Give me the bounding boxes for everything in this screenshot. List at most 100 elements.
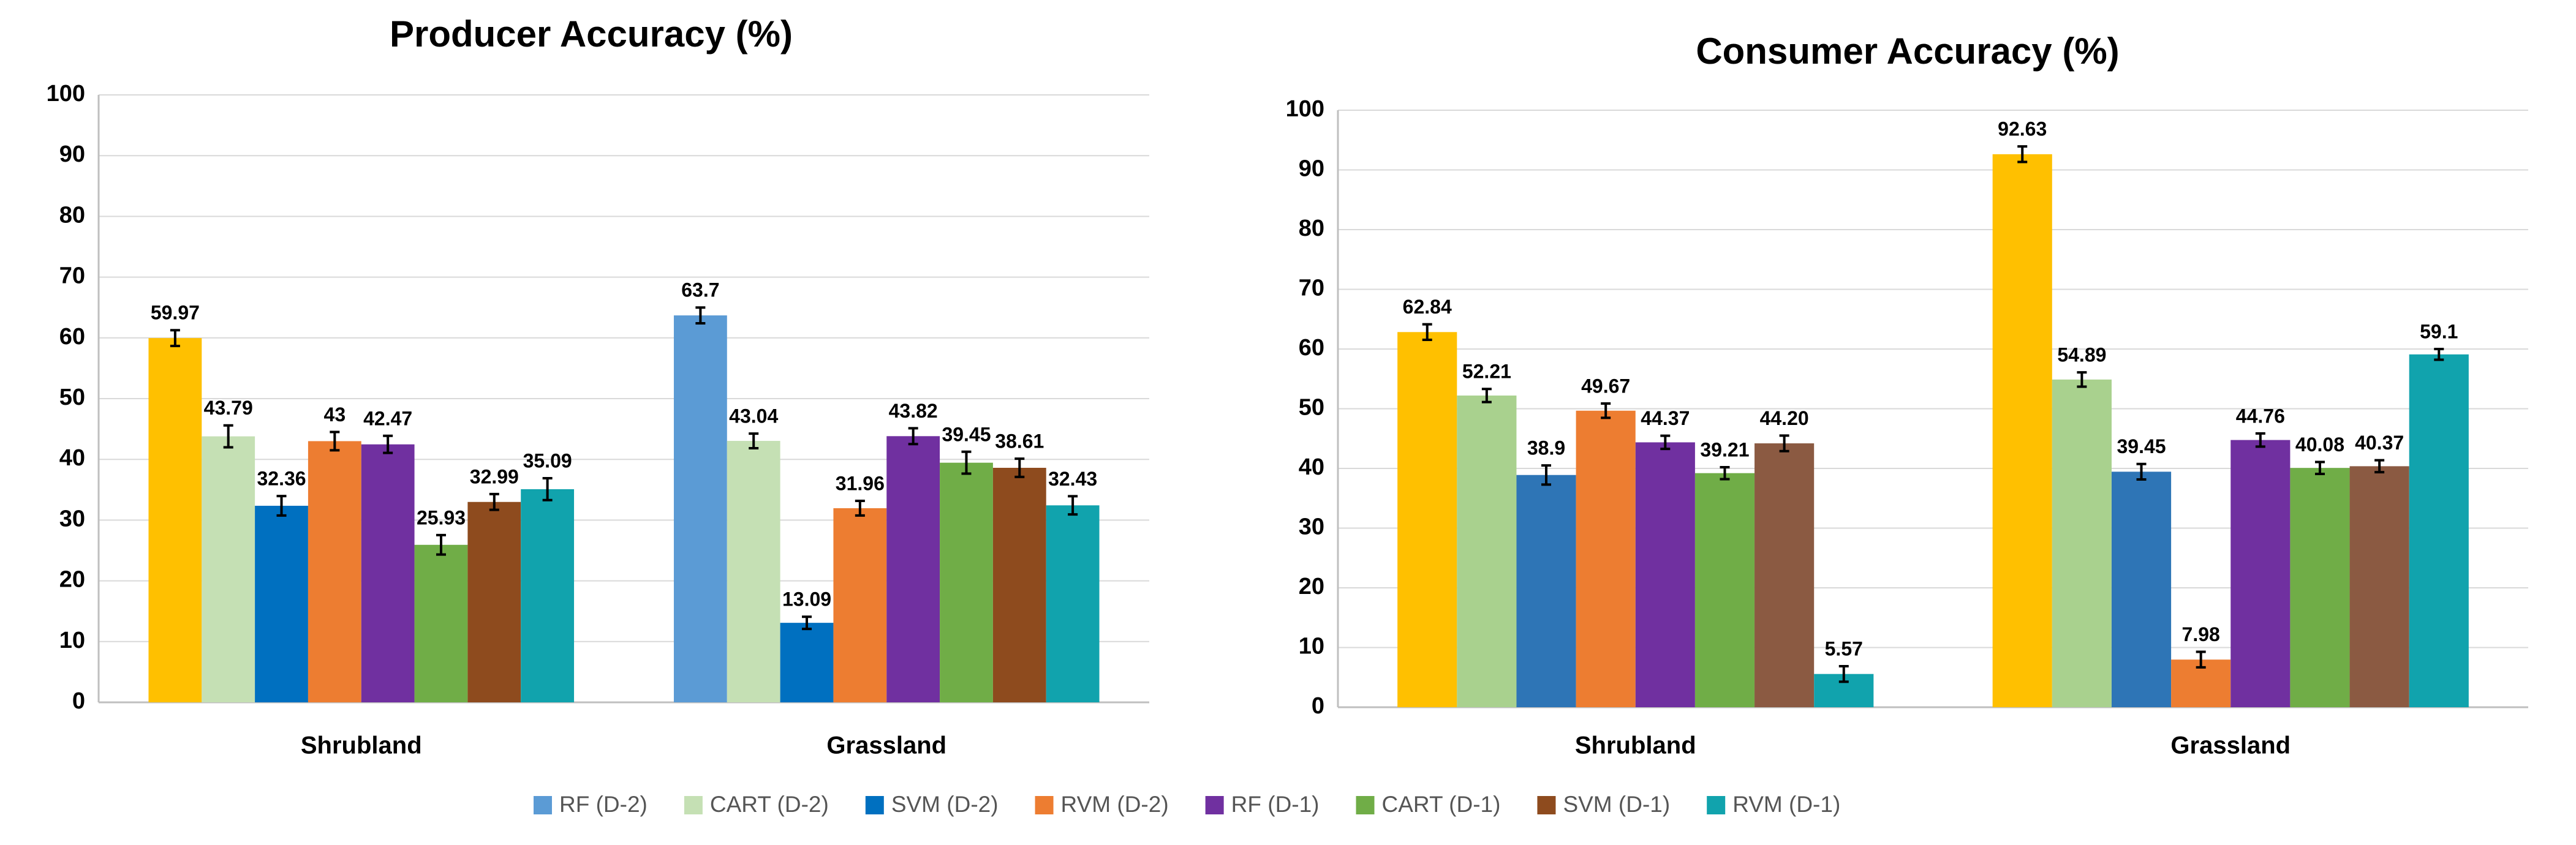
data-label: 40.37 <box>2355 432 2404 454</box>
y-tick-label: 0 <box>72 688 85 714</box>
y-tick-label: 30 <box>1299 514 1324 540</box>
y-tick-label: 0 <box>1312 693 1324 719</box>
error-bar <box>908 427 918 446</box>
data-label: 39.45 <box>2117 435 2166 457</box>
error-bar <box>1422 323 1432 341</box>
bar <box>467 501 521 702</box>
data-label: 32.99 <box>470 465 519 487</box>
data-label: 54.89 <box>2057 344 2106 366</box>
bar <box>1635 442 1695 707</box>
bar <box>2230 440 2291 707</box>
error-bar <box>2255 432 2265 448</box>
legend-label: RF (D-1) <box>1231 792 1320 817</box>
y-tick-label: 20 <box>59 567 85 593</box>
error-bar <box>223 424 233 449</box>
bar <box>780 623 834 702</box>
y-tick-label: 50 <box>1299 395 1324 421</box>
legend-swatch <box>684 796 703 814</box>
data-label: 52.21 <box>1462 361 1511 383</box>
legend-label: RVM (D-2) <box>1061 792 1169 817</box>
bar <box>1576 410 1636 707</box>
data-label: 63.7 <box>681 279 719 301</box>
data-label: 5.57 <box>1825 637 1863 659</box>
bar <box>940 462 993 702</box>
legend-label: CART (D-2) <box>710 792 829 817</box>
legend-swatch <box>1205 796 1224 814</box>
bar <box>202 436 255 702</box>
data-label: 38.61 <box>995 430 1044 453</box>
x-tick-label: Grassland <box>826 732 946 759</box>
error-bar <box>2434 348 2444 361</box>
legend-label: RVM (D-1) <box>1732 792 1840 817</box>
data-label: 59.1 <box>2420 320 2458 342</box>
data-label: 38.9 <box>1527 437 1565 459</box>
error-bar <box>802 615 812 631</box>
bar <box>727 441 780 702</box>
y-tick-label: 70 <box>59 263 85 289</box>
y-tick-label: 60 <box>59 324 85 350</box>
error-bar <box>749 432 759 449</box>
y-tick-label: 20 <box>1299 574 1324 599</box>
y-tick-label: 40 <box>1299 454 1324 480</box>
error-bar <box>1838 665 1849 683</box>
bar <box>673 315 727 702</box>
error-bar <box>2077 371 2087 388</box>
error-bar <box>1014 457 1025 478</box>
error-bar <box>330 430 340 452</box>
error-bar <box>695 306 706 325</box>
legend-label: RF (D-2) <box>559 792 648 817</box>
error-bar <box>1660 434 1671 451</box>
y-tick-label: 90 <box>59 141 85 167</box>
legend-swatch <box>1356 796 1375 814</box>
chart-title: Producer Accuracy (%) <box>390 13 793 54</box>
y-tick-label: 60 <box>1299 335 1324 361</box>
data-label: 42.47 <box>363 407 412 429</box>
bar <box>2409 354 2469 707</box>
bar <box>2349 466 2409 707</box>
bar <box>255 505 308 702</box>
data-label: 31.96 <box>836 473 885 495</box>
bar <box>1754 443 1815 707</box>
data-label: 43.04 <box>729 405 778 427</box>
y-tick-label: 10 <box>1299 634 1324 659</box>
bar <box>2052 379 2112 707</box>
bar <box>308 441 361 702</box>
data-label: 40.08 <box>2295 434 2344 456</box>
legend-swatch <box>1035 796 1054 814</box>
error-bar <box>1601 402 1611 419</box>
bar <box>1046 505 1100 702</box>
bar <box>992 467 1046 702</box>
y-tick-label: 50 <box>59 385 85 410</box>
bar <box>2290 468 2350 707</box>
data-label: 32.43 <box>1048 468 1097 490</box>
error-bar <box>2136 462 2147 481</box>
error-bar <box>170 329 180 347</box>
data-label: 13.09 <box>782 588 831 610</box>
legend-label: SVM (D-2) <box>891 792 999 817</box>
data-label: 43 <box>324 404 346 426</box>
data-label: 43.82 <box>889 400 938 422</box>
x-tick-label: Shrubland <box>1575 732 1696 759</box>
error-bar <box>2196 650 2206 669</box>
x-tick-label: Grassland <box>2170 732 2291 759</box>
data-label: 39.21 <box>1700 438 1749 460</box>
data-label: 44.20 <box>1760 407 1809 429</box>
legend-swatch <box>865 796 884 814</box>
error-bar <box>436 533 446 556</box>
error-bar <box>276 495 287 517</box>
data-label: 35.09 <box>523 450 572 472</box>
legend-swatch <box>1537 796 1556 814</box>
data-label: 62.84 <box>1403 296 1452 318</box>
bar <box>414 544 468 702</box>
error-bar <box>2017 145 2028 163</box>
y-tick-label: 80 <box>59 202 85 228</box>
data-label: 39.45 <box>942 423 991 445</box>
y-tick-label: 80 <box>1299 216 1324 241</box>
data-label: 25.93 <box>417 506 466 528</box>
error-bar <box>489 492 499 511</box>
y-tick-label: 40 <box>59 445 85 471</box>
error-bar <box>383 434 393 454</box>
y-tick-label: 90 <box>1299 156 1324 182</box>
bar <box>833 508 887 702</box>
